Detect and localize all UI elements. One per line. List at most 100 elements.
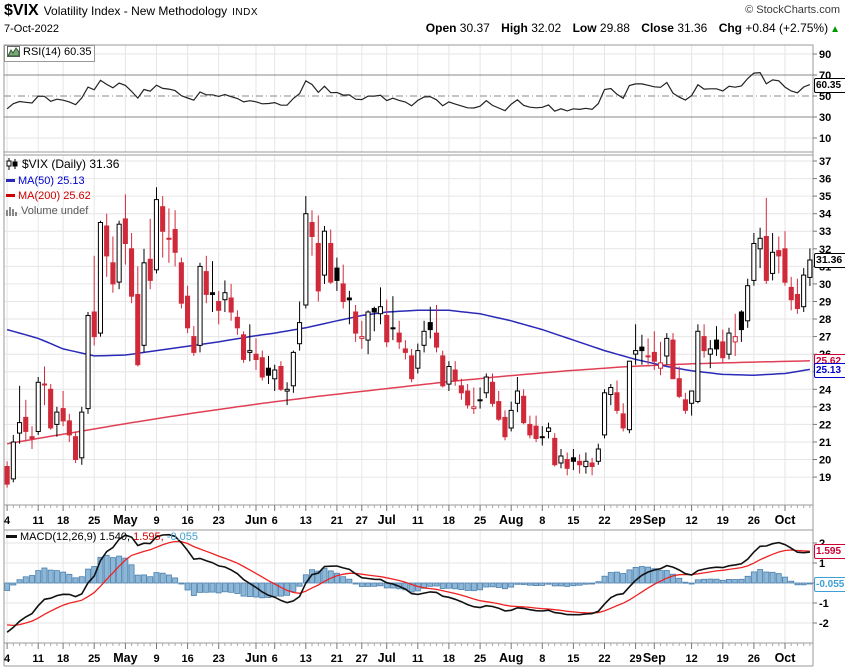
- svg-text:Aug: Aug: [499, 513, 523, 527]
- svg-text:18: 18: [443, 515, 455, 527]
- svg-text:90: 90: [819, 49, 831, 61]
- macd-signal-bubble: 1.595: [814, 544, 845, 559]
- high-label: High: [501, 21, 528, 35]
- svg-text:11: 11: [32, 653, 44, 665]
- svg-text:22: 22: [598, 515, 610, 527]
- svg-text:26: 26: [748, 515, 760, 527]
- svg-text:22: 22: [819, 419, 831, 431]
- svg-text:27: 27: [819, 332, 831, 344]
- svg-text:23: 23: [213, 515, 225, 527]
- quote-date: 7-Oct-2022: [4, 23, 60, 35]
- ma50-legend-row: MA(50) 25.13: [6, 174, 119, 189]
- ma50-swatch-icon: [6, 178, 15, 182]
- symbol-name: Volatility Index - New Methodology: [43, 4, 228, 18]
- svg-text:36: 36: [819, 174, 831, 186]
- svg-text:Jun: Jun: [245, 651, 267, 665]
- svg-text:21: 21: [331, 515, 343, 527]
- svg-text:15: 15: [567, 515, 579, 527]
- symbol-exchange: INDX: [232, 7, 259, 18]
- open-label: Open: [425, 21, 457, 35]
- svg-text:Jul: Jul: [378, 513, 396, 527]
- macd-hist-value: -0.055: [166, 531, 198, 543]
- svg-text:8: 8: [539, 653, 545, 665]
- low-value: 29.88: [599, 21, 630, 35]
- close-label: Close: [641, 21, 674, 35]
- low-label: Low: [572, 21, 597, 35]
- chart-header: $VIX Volatility Index - New Methodology IN…: [4, 2, 258, 20]
- svg-text:20: 20: [819, 455, 831, 467]
- ma200-legend-label: MA(200) 25.62: [18, 190, 91, 202]
- ma50-legend-label: MA(50) 25.13: [18, 175, 85, 187]
- svg-text:Sep: Sep: [643, 651, 666, 665]
- svg-text:Jul: Jul: [378, 651, 396, 665]
- price-legend-label: $VIX (Daily) 31.36: [22, 157, 120, 171]
- rsi-legend: RSI(14) 60.35: [4, 45, 96, 62]
- svg-text:30: 30: [819, 279, 831, 291]
- rsi-value-bubble: 60.35: [814, 78, 845, 93]
- rsi-legend-label: RSI(14) 60.35: [23, 46, 92, 58]
- stockcharts-copyright-link[interactable]: © StockCharts.com: [745, 4, 840, 16]
- svg-text:12: 12: [685, 653, 697, 665]
- svg-text:23: 23: [213, 653, 225, 665]
- svg-text:19: 19: [717, 515, 729, 527]
- close-value: 31.36: [677, 21, 708, 35]
- svg-text:May: May: [113, 651, 137, 665]
- ma200-swatch-icon: [6, 193, 15, 197]
- svg-text:-1: -1: [819, 598, 829, 610]
- svg-text:9: 9: [153, 653, 159, 665]
- svg-text:23: 23: [819, 402, 831, 414]
- svg-text:26: 26: [748, 653, 760, 665]
- bar-chart-icon: [6, 206, 18, 221]
- svg-text:35: 35: [819, 191, 831, 203]
- svg-text:18: 18: [57, 515, 69, 527]
- ma200-legend-row: MA(200) 25.62: [6, 189, 119, 204]
- svg-text:8: 8: [539, 515, 545, 527]
- svg-text:27: 27: [356, 653, 368, 665]
- svg-text:21: 21: [331, 653, 343, 665]
- area-chart-icon: [7, 46, 20, 60]
- svg-text:-2: -2: [819, 618, 829, 630]
- svg-text:25: 25: [474, 653, 486, 665]
- high-value: 32.02: [531, 21, 562, 35]
- svg-text:4: 4: [4, 515, 11, 527]
- symbol-ticker: $VIX: [4, 2, 39, 19]
- svg-text:16: 16: [181, 515, 193, 527]
- svg-text:10: 10: [819, 133, 831, 145]
- svg-text:29: 29: [629, 515, 641, 527]
- svg-text:Oct: Oct: [775, 651, 797, 665]
- up-triangle-icon: ▲: [830, 24, 840, 35]
- macd-swatch-icon: [6, 534, 17, 538]
- svg-text:19: 19: [819, 472, 831, 484]
- svg-text:Jun: Jun: [245, 513, 267, 527]
- svg-text:16: 16: [181, 653, 193, 665]
- svg-text:30: 30: [819, 112, 831, 124]
- svg-text:32: 32: [819, 244, 831, 256]
- svg-text:34: 34: [819, 209, 832, 221]
- svg-text:28: 28: [819, 314, 831, 326]
- ohlc-quote-row: Open 30.37 High 32.02 Low 29.88 Close 31…: [418, 21, 840, 35]
- macd-hist-bubble: -0.055: [814, 577, 845, 592]
- svg-text:6: 6: [272, 653, 278, 665]
- ma50-value-bubble: 25.13: [814, 363, 845, 378]
- svg-text:Oct: Oct: [775, 513, 797, 527]
- svg-text:25: 25: [474, 515, 486, 527]
- open-value: 30.37: [459, 21, 490, 35]
- svg-text:21: 21: [819, 437, 831, 449]
- chg-label: Chg: [718, 21, 743, 35]
- svg-text:18: 18: [57, 653, 69, 665]
- svg-text:27: 27: [356, 515, 368, 527]
- svg-text:37: 37: [819, 156, 831, 168]
- price-legend: $VIX (Daily) 31.36 MA(50) 25.13 MA(200) …: [6, 157, 119, 221]
- svg-text:18: 18: [443, 653, 455, 665]
- svg-text:15: 15: [567, 653, 579, 665]
- svg-text:29: 29: [629, 653, 641, 665]
- volume-legend-row: Volume undef: [6, 204, 119, 221]
- svg-text:6: 6: [272, 515, 278, 527]
- svg-text:12: 12: [685, 515, 697, 527]
- svg-text:22: 22: [598, 653, 610, 665]
- macd-line-value: 1.540,: [99, 531, 131, 543]
- svg-text:29: 29: [819, 297, 831, 309]
- svg-text:13: 13: [300, 653, 312, 665]
